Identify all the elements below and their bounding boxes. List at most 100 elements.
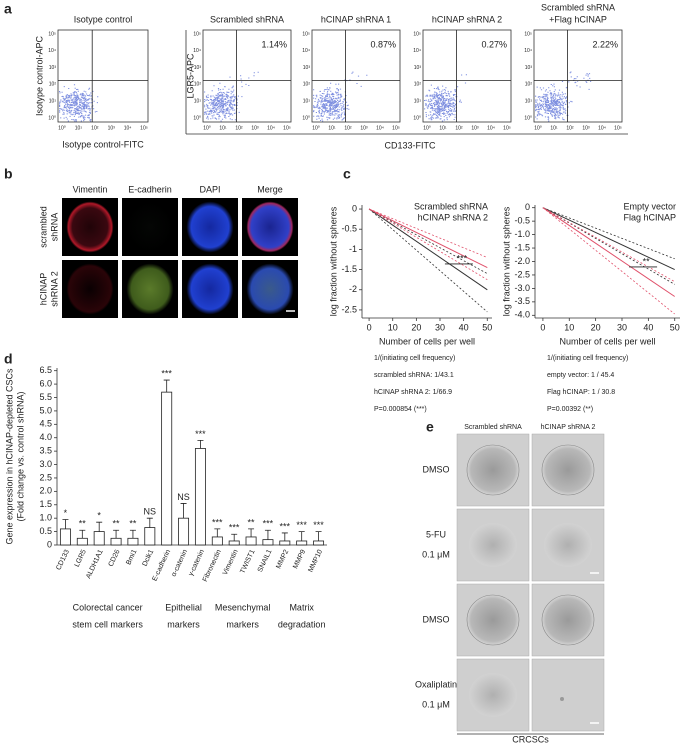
y-tick-label: 10¹ <box>303 99 311 105</box>
plot-title: hCINAP shRNA 2 <box>432 14 502 24</box>
significance-label: *** <box>296 520 307 530</box>
significance-label: ** <box>248 517 256 527</box>
note: Flag hCINAP: 1 / 30.8 <box>547 389 615 396</box>
legend-label: Empty vector <box>623 201 676 211</box>
legend-label: Scrambled shRNA <box>414 201 488 211</box>
y-tick-label: 10⁵ <box>193 31 201 37</box>
quadrant-percent: 1.14% <box>261 39 287 49</box>
x-tick-label: 10³ <box>360 125 368 131</box>
x-tick-label: 10⁰ <box>534 125 542 131</box>
spheroid <box>541 594 595 646</box>
bar <box>127 537 139 546</box>
y-tick-label: 10⁴ <box>302 48 310 54</box>
column-header: hCINAP shRNA 2 <box>541 424 596 431</box>
y-axis-label: LGR5-APC <box>185 53 195 99</box>
significance-label: * <box>64 508 68 518</box>
x-axis-label: Number of cells per well <box>559 336 655 346</box>
x-tick-label: 10⁵ <box>283 125 291 131</box>
panel-label: d <box>4 351 13 367</box>
x-tick-label: TWIST1 <box>239 549 256 575</box>
spheroid <box>186 201 234 253</box>
x-tick-label: 10⁵ <box>392 125 400 131</box>
plot-title: hCINAP shRNA 1 <box>321 14 391 24</box>
significance-label: *** <box>161 368 172 378</box>
content: a10⁰10⁰10¹10¹10²10²10³10³10⁴10⁴10⁵10⁵Iso… <box>4 1 680 744</box>
x-tick-label: MMP2 <box>275 549 290 570</box>
confidence-line <box>542 207 675 260</box>
quadrant-percent: 2.22% <box>592 39 618 49</box>
y-tick-label: 0 <box>352 203 357 213</box>
spheroid <box>126 201 174 253</box>
y-tick-label: 10⁴ <box>413 48 421 54</box>
error-bar <box>146 517 153 528</box>
significance-label: *** <box>212 517 223 527</box>
error-bar <box>96 521 103 532</box>
row-label: hCINAP <box>38 273 48 306</box>
bar <box>211 536 223 546</box>
bar <box>296 540 308 546</box>
significance-annotation: *** <box>457 253 468 263</box>
y-axis-label: log fraction without spheres <box>501 206 511 316</box>
note: P=0.000854 (***) <box>374 406 427 413</box>
plot-frame <box>202 29 292 123</box>
y-tick-label: 10¹ <box>414 99 422 105</box>
x-tick-label: SNAIL1 <box>257 549 274 574</box>
x-tick-label: 40 <box>459 322 469 332</box>
x-tick-label: CD26 <box>108 549 122 568</box>
plot-title: Isotype control <box>74 14 133 24</box>
y-tick-label: 0 <box>47 539 52 549</box>
y-tick-label: 10⁰ <box>524 115 532 121</box>
significance-label: NS <box>144 507 157 517</box>
x-tick-label: 10¹ <box>328 125 336 131</box>
bar <box>59 528 71 546</box>
spheroid <box>246 263 294 315</box>
y-tick-label: 10³ <box>414 65 422 71</box>
x-tick-label: 10⁰ <box>58 125 66 131</box>
y-tick-label: 1.5 <box>39 499 52 509</box>
y-tick-label: 10⁰ <box>193 115 201 121</box>
confidence-line <box>368 208 488 258</box>
panel-label: e <box>426 419 434 435</box>
significance-label: *** <box>313 520 324 530</box>
bar <box>194 448 206 546</box>
spheroid <box>466 594 520 646</box>
note: 1/(initiating cell frequency) <box>547 355 628 362</box>
micrograph <box>531 658 605 732</box>
error-bar <box>214 528 221 537</box>
group-label: markers <box>167 619 200 629</box>
error-bar <box>113 529 120 539</box>
spheroid <box>186 263 234 315</box>
bar <box>144 527 156 546</box>
bar <box>262 539 274 546</box>
x-tick-label: 10⁰ <box>203 125 211 131</box>
bar <box>161 391 173 546</box>
y-tick-label: 5.5 <box>39 392 52 402</box>
y-tick-label: -1.5 <box>341 264 357 274</box>
y-tick-label: 10⁴ <box>193 48 201 54</box>
x-tick-label: 10² <box>455 125 463 131</box>
quadrant-percent: 0.87% <box>370 39 396 49</box>
x-tick-label: 10⁵ <box>503 125 511 131</box>
spheroid <box>66 263 114 315</box>
bar <box>93 531 105 546</box>
spheroid <box>246 201 294 253</box>
significance-label: * <box>97 511 101 521</box>
confidence-line <box>368 208 488 274</box>
x-tick-label: 10⁴ <box>598 125 606 131</box>
note: P=0.00392 (**) <box>547 406 593 413</box>
y-tick-label: 2.5 <box>39 472 52 482</box>
confidence-line <box>368 208 488 313</box>
cell-dots <box>424 74 467 122</box>
x-tick-label: 10¹ <box>439 125 447 131</box>
series-line <box>542 207 675 271</box>
y-tick-label: 6.0 <box>39 378 52 388</box>
group-label: Colorectal cancer <box>73 602 143 612</box>
y-tick-label: 10² <box>303 82 311 88</box>
y-tick-label: 10⁴ <box>524 48 532 54</box>
x-tick-label: 30 <box>617 322 627 332</box>
group-label: stem cell markers <box>72 619 143 629</box>
y-tick-label: -1 <box>349 244 357 254</box>
x-tick-label: 10¹ <box>219 125 227 131</box>
x-tick-label: γ-catenin <box>188 549 206 578</box>
